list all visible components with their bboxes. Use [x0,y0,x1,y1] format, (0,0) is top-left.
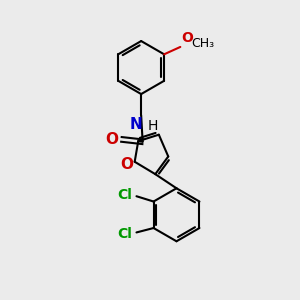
Text: O: O [181,31,193,45]
Text: O: O [120,157,133,172]
Text: CH₃: CH₃ [191,37,214,50]
Text: Cl: Cl [117,226,132,241]
Text: O: O [105,132,118,147]
Text: H: H [148,119,158,133]
Text: Cl: Cl [117,188,132,202]
Text: N: N [130,117,142,132]
